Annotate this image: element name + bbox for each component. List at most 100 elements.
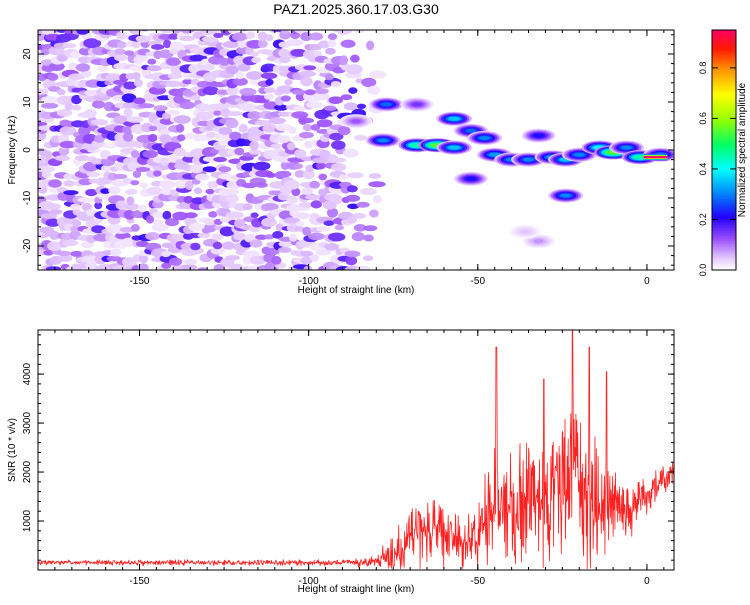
spectrogram-cell — [163, 39, 172, 49]
spectrogram-cell — [210, 247, 226, 255]
spectrogram-cell — [355, 265, 371, 270]
spectrogram-cell — [96, 65, 109, 73]
spectrogram-cell — [204, 63, 216, 71]
spectrogram-cell — [275, 223, 284, 232]
spectrogram-cell — [305, 164, 315, 173]
spectrogram-cell — [359, 187, 377, 196]
spectrogram-cell — [347, 203, 360, 210]
spectrogram-cell — [202, 166, 217, 173]
spectrogram-cell — [152, 211, 164, 219]
chart-title: PAZ1.2025.360.17.03.G30 — [273, 1, 439, 17]
spectrogram-cell — [162, 210, 172, 220]
spectrogram-cell — [338, 174, 349, 180]
spectrogram-cell — [47, 73, 59, 81]
spectrogram-cell — [345, 64, 363, 75]
spectrogram-feature — [351, 119, 361, 124]
spectrogram-cell — [315, 162, 326, 170]
spectrogram-cell — [218, 139, 230, 146]
spectrogram-cell — [130, 150, 140, 158]
spectrogram-cell — [261, 217, 277, 227]
spectrogram-cell — [38, 248, 46, 257]
spectrogram-cell — [269, 181, 285, 189]
colorbar-tick-label: 0.4 — [698, 163, 708, 176]
colorbar-tick-label: 0.6 — [698, 112, 708, 125]
spectrogram-cell — [142, 150, 158, 159]
spectrogram-cell — [151, 44, 165, 50]
spectrogram-feature — [448, 116, 461, 121]
spectrogram-cell — [38, 166, 56, 173]
x-tick-label: -100 — [299, 276, 319, 287]
spectrogram-feature — [377, 138, 389, 143]
x-tick-label: -150 — [129, 276, 149, 287]
spectrogram-cell — [277, 135, 291, 144]
spectrogram-cell — [131, 72, 141, 80]
spectrogram-cell — [147, 134, 158, 142]
spectrogram-cell — [229, 131, 242, 141]
spectrogram-cell — [272, 231, 284, 239]
spectrogram-cell — [45, 266, 62, 270]
spectrogram-cell — [333, 196, 342, 205]
spectrogram-cell — [112, 265, 130, 270]
spectrogram-cell — [347, 172, 364, 179]
spectrogram-cell — [294, 170, 306, 178]
spectrogram-cell — [250, 51, 259, 57]
spectrogram-cell — [49, 209, 63, 215]
spectrogram-cell — [190, 94, 201, 101]
spectrogram-cell — [205, 188, 215, 195]
spectrogram-cell — [323, 105, 337, 111]
spectrogram-feature — [533, 133, 544, 138]
spectrogram-cell — [302, 124, 313, 132]
spectrogram-cell — [329, 132, 344, 141]
spectrogram-cell — [125, 188, 138, 195]
spectrogram-hot-band — [643, 156, 668, 159]
spectrogram-cell — [237, 39, 246, 49]
spectrogram-cell — [301, 187, 314, 196]
spectrogram-cell — [49, 230, 60, 240]
spectrogram-cell — [327, 207, 338, 218]
spectrogram-cell — [72, 219, 82, 227]
spectrogram-cell — [308, 232, 325, 241]
spectrogram-cell — [362, 255, 374, 261]
spectrogram-cell — [233, 232, 247, 241]
spectrogram-cell — [324, 243, 340, 251]
spectrogram-cell — [85, 261, 97, 270]
spectrogram-cell — [136, 240, 149, 248]
spectrogram-cell — [133, 97, 146, 105]
spectrogram-cell — [54, 155, 70, 162]
spectrogram-cell — [168, 33, 179, 40]
spectrogram-feature — [448, 145, 461, 150]
spectrogram-cell — [340, 39, 356, 48]
spectrogram-cell — [328, 232, 346, 242]
spectrogram-cell — [59, 140, 77, 149]
spectrogram-cell — [245, 31, 256, 39]
spectrogram-cell — [330, 163, 347, 172]
spectrogram-feature — [534, 239, 544, 244]
spectrogram-cell — [245, 71, 263, 80]
spectrogram-cell — [368, 173, 382, 179]
spectrogram-cell — [327, 39, 337, 48]
spectrogram-cell — [116, 41, 128, 49]
spectrogram-cell — [153, 170, 162, 177]
spectrogram-cell — [146, 186, 163, 196]
spectrogram-cell — [174, 180, 188, 189]
spectrogram-cell — [176, 134, 186, 142]
spectrogram-cell — [223, 189, 240, 195]
colorbar-tick-label: 0.8 — [698, 62, 708, 75]
spectrogram-cell — [166, 109, 180, 116]
spectrogram-cell — [55, 48, 66, 55]
spectrogram-cell — [168, 161, 178, 171]
spectrogram-cell — [165, 80, 182, 88]
spectrogram-cell — [193, 187, 203, 195]
spectrogram-cell — [126, 116, 144, 123]
spectrogram-cell — [276, 85, 295, 94]
x-tick-label: -100 — [299, 576, 319, 587]
spectrogram-cell — [337, 126, 351, 136]
spectrogram-cell — [137, 263, 149, 270]
spectrogram-cell — [115, 232, 131, 240]
spectrogram-cell — [58, 254, 73, 262]
spectrogram-cell — [334, 224, 344, 231]
spectrogram-cell — [356, 201, 370, 208]
spectrogram-cell — [147, 58, 157, 65]
spectrogram-cell — [153, 105, 168, 112]
spectrogram-cell — [239, 87, 257, 96]
